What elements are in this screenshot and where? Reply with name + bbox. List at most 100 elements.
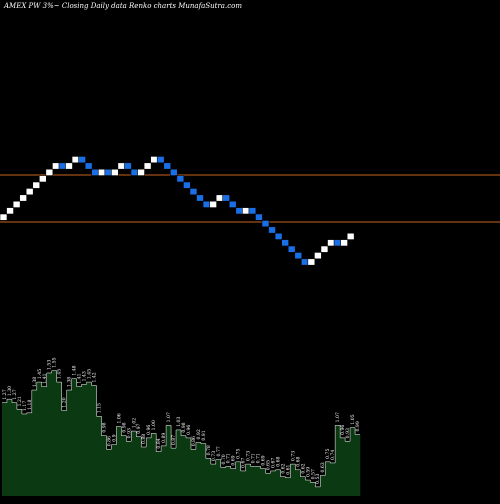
renko-bricks [0,156,355,266]
volume-label: 1.38 [32,377,38,387]
volume-label: 1.45 [37,369,43,379]
volume-bars [2,370,361,496]
volume-bar [61,410,67,496]
renko-brick-down [222,194,230,202]
volume-label: 0.91 [201,430,207,440]
volume-label: 0.92 [196,429,202,439]
volume-bar [325,461,331,496]
volume-label: 0.71 [256,453,262,463]
volume-label: 0.61 [285,464,291,474]
volume-label: 1.48 [72,365,78,375]
renko-brick-down [58,162,67,170]
renko-brick-up [242,207,250,215]
volume-bar [355,434,361,496]
volume-bar [141,447,147,496]
volume-label: 0.68 [295,456,301,466]
volume-bar [171,448,177,496]
renko-brick-up [65,162,73,170]
volume-bar [205,458,212,496]
renko-brick-down [228,200,237,208]
renko-brick-down [163,162,172,170]
volume-bar [250,466,256,496]
volume-bar [101,435,107,496]
volume-label: 0.84 [156,438,162,448]
volume-label: 0.68 [275,456,281,466]
volume-label: 1.45 [87,369,93,379]
volume-label: 1.27 [12,389,18,399]
renko-brick-down [261,220,270,228]
volume-bar [66,390,72,496]
volume-label: 0.67 [270,458,276,468]
volume-label: 0.73 [211,451,217,461]
volume-label: 0.69 [231,455,237,465]
volume-label: 1.03 [176,417,182,427]
renko-brick-up [314,252,322,260]
renko-brick-up [0,213,8,221]
volume-bar [290,464,296,496]
renko-brick-up [209,200,217,208]
volume-label: 0.71 [226,453,232,463]
renko-brick-down [300,258,309,266]
volume-label: 1.53 [47,360,53,370]
volume-bar [330,462,336,496]
volume-bar [41,386,48,496]
volume-bar [161,445,167,496]
volume-label: 0.62 [280,463,286,473]
volume-label: 0.62 [300,463,306,473]
volume-bar [126,441,132,496]
volume-label: 1.17 [22,401,28,411]
volume-bar [11,402,18,496]
volume-label: 0.78 [206,445,212,455]
volume-label: 0.9 [111,434,117,441]
renko-brick-up [327,239,335,247]
volume-label: 0.65 [266,460,272,470]
volume-bar [2,402,8,496]
volume-bar [215,459,222,496]
volume-bar [181,435,187,496]
renko-brick-up [137,168,145,176]
volume-label: 0.59 [305,467,311,477]
volume-label: 0.86 [191,436,197,446]
volume-bar [71,378,77,496]
volume-label: 1.27 [2,389,8,399]
volume-label: 1.30 [7,386,13,396]
renko-brick-down [104,168,113,176]
renko-brick-up [38,175,47,183]
volume-label: 0.75 [325,449,331,459]
volume-label: 0.88 [141,434,147,444]
renko-brick-up [340,239,348,247]
volume-label: 1.05 [350,414,356,424]
volume-label: 1.21 [17,396,23,406]
volume-bar [96,416,102,496]
volume-label: 0.98 [101,422,107,432]
renko-brick-up [52,162,60,170]
volume-bar [111,444,117,496]
volume-bar [121,435,127,496]
renko-brick-up [111,168,119,176]
volume-bar [176,429,182,496]
renko-brick-down [176,175,185,183]
volume-bar [51,370,57,496]
volume-bar [230,468,236,496]
volume-label: 0.98 [181,422,187,432]
volume-label: 0.86 [106,436,112,446]
renko-brick-up [215,194,224,202]
volume-label: 0.97 [136,423,142,433]
renko-brick-up [45,168,54,176]
renko-brick-up [320,245,329,253]
volume-label: 0.93 [126,428,132,438]
volume-label: 0.98 [121,422,127,432]
volume-bar [146,437,152,496]
volume-label: 0.99 [355,421,361,431]
volume-label: 1.18 [27,400,33,410]
renko-brick-up [6,207,14,215]
renko-brick-down [294,252,303,260]
volume-bar [285,477,291,496]
volume-bar [136,436,142,496]
volume-label: 1.06 [116,413,122,423]
renko-brick-down [235,207,244,215]
volume-label: 1.20 [62,397,68,407]
renko-brick-down [130,168,139,176]
